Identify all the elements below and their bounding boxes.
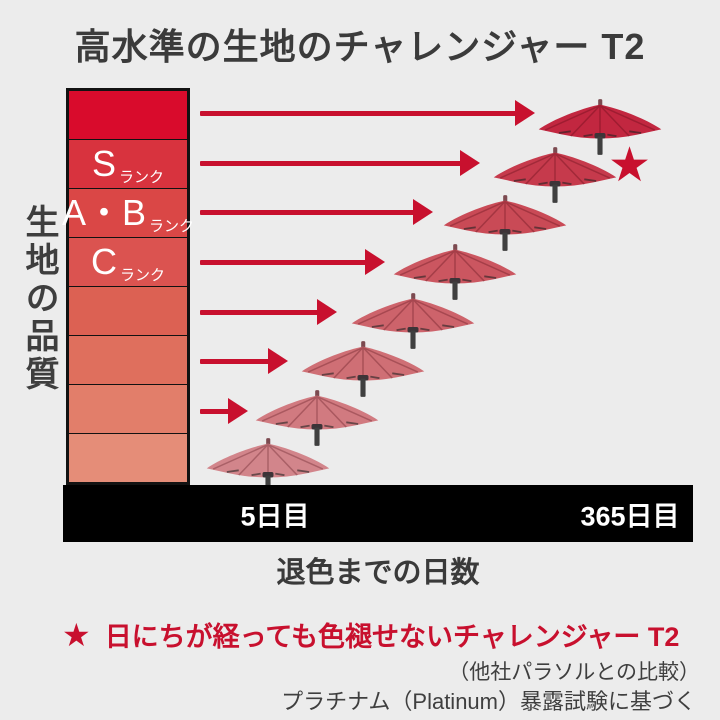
page-title: 高水準の生地のチャレンジャー T2 [74, 26, 646, 67]
rank-label: A・B [61, 191, 147, 233]
x-tick-1: 5日目 [240, 501, 310, 531]
quality-segment-2: S ランク [69, 140, 187, 188]
quality-segment-7 [69, 385, 187, 433]
fade-arrow-shaft-6 [200, 358, 270, 364]
fade-arrow-shaft-1 [200, 110, 517, 116]
quality-segment-3: A・B ランク [62, 189, 194, 237]
caption-highlight-text: 日にちが経っても色褪せないチャレンジャー T2 [104, 622, 680, 652]
fade-arrow-head-5 [317, 299, 337, 325]
star-icon: ★ [62, 616, 91, 653]
umbrella-icon-1 [537, 99, 663, 156]
umbrella-icon-3 [442, 195, 568, 252]
fabric-quality-bar: S ランク A・B ランク C ランク [62, 88, 194, 485]
fade-arrow-shaft-3 [200, 209, 415, 215]
fade-arrow-shaft-2 [200, 160, 462, 166]
rank-suffix: ランク [149, 217, 195, 235]
fade-arrow-head-4 [365, 249, 385, 275]
caption-comparison-note: （他社パラソルとの比較） [448, 661, 700, 684]
fade-arrow-shaft-7 [200, 408, 230, 414]
rank-label: C [90, 240, 117, 282]
quality-segment-8 [69, 434, 187, 482]
fade-arrow-shaft-4 [200, 259, 367, 265]
umbrella-icon-4 [392, 244, 518, 301]
fade-arrow-head-7 [228, 398, 248, 424]
fade-arrow-shaft-5 [200, 309, 319, 315]
quality-segment-5 [69, 287, 187, 335]
rank-label: S [91, 142, 116, 184]
umbrella-icon-5 [350, 293, 476, 350]
x-axis-label: 退色までの日数 [276, 557, 480, 589]
y-axis-label: 生地の品質 [20, 204, 58, 394]
caption-highlight: ★ 日にちが経っても色褪せないチャレンジャー T2 [62, 615, 710, 654]
umbrella-icon-6 [300, 341, 426, 398]
fade-arrow-head-1 [515, 100, 535, 126]
quality-segment-6 [69, 336, 187, 384]
quality-segment-4: C ランク [69, 238, 187, 286]
caption-test-note: プラチナム（Platinum）暴露試験に基づく [281, 689, 696, 714]
rank-suffix: ランク [119, 168, 165, 186]
x-tick-2: 365日目 [580, 501, 680, 531]
umbrella-icon-2 [492, 147, 618, 204]
fade-arrow-head-6 [268, 348, 288, 374]
quality-segment-1 [69, 91, 187, 139]
rank-suffix: ランク [119, 266, 165, 284]
star-marker-icon: ★ [608, 139, 652, 192]
fade-arrow-head-3 [413, 199, 433, 225]
fade-arrow-head-2 [460, 150, 480, 176]
umbrella-icon-7 [254, 390, 380, 447]
x-axis-bar: 5日目 365日目 [63, 485, 693, 542]
